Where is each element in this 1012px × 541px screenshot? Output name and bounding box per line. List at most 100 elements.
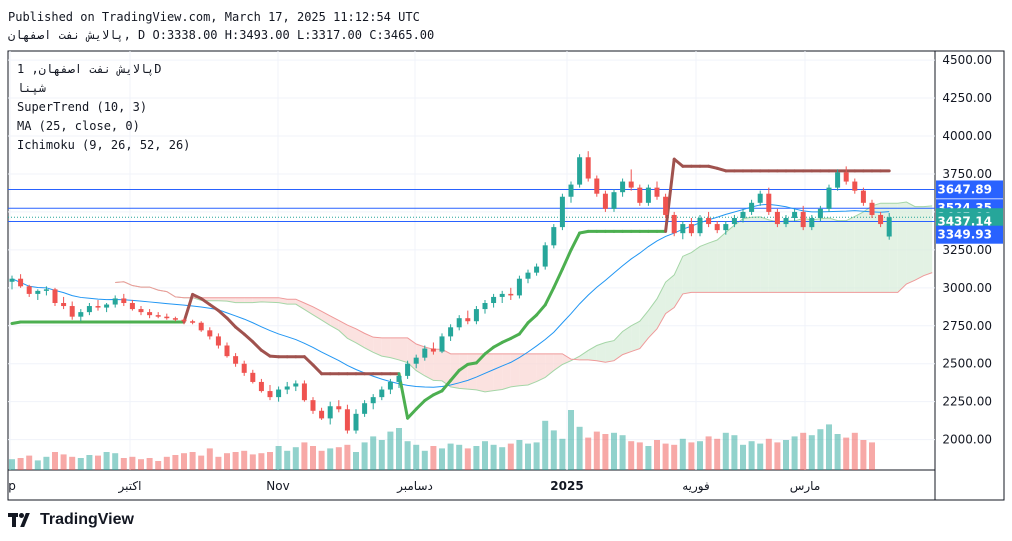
volume-bar [628,441,635,470]
price-tick-label: 2750.00 [942,319,992,333]
volume-bar [765,438,772,470]
candle-body [749,202,755,212]
volume-bar [43,456,50,470]
candle-body [164,316,170,319]
supertrend-segment [474,352,487,365]
ichimoku-cloud-segment [863,205,872,293]
volume-bar [800,432,807,470]
volume-bar [327,448,334,470]
volume-bar [576,426,583,470]
volume-bar [421,450,428,470]
volume-bar [120,458,127,470]
time-tick-label: فوریه [682,479,710,494]
ichimoku-cloud-segment [811,218,821,293]
ichimoku-cloud-segment [829,217,838,293]
candle-body [637,187,643,203]
legend-symbol: پالایش نفت اصفهان, 1D [17,62,162,76]
ichimoku-cloud-segment [768,219,778,293]
tradingview-brand[interactable]: TradingView [8,511,134,529]
price-tick-label: 2250.00 [942,395,992,409]
candle-body [491,296,497,304]
volume-bar [662,443,669,470]
candle-body [241,363,247,373]
candle-body [396,375,402,382]
volume-bar [714,438,721,470]
supertrend-segment [414,399,427,411]
candle-body [645,187,651,203]
volume-bar [542,420,549,470]
ichimoku-cloud-segment [356,328,365,348]
candle-body [224,345,230,357]
supertrend-segment [449,368,461,382]
candle-body [688,224,694,234]
ichimoku-cloud-segment [364,333,374,353]
ichimoku-cloud-segment [287,299,296,305]
volume-bar [138,459,144,470]
volume-bar [292,447,299,470]
price-label-box [936,225,1003,244]
supertrend-segment [242,332,255,344]
ichimoku-cloud-segment [399,337,408,363]
ichimoku-cloud-segment [837,220,847,293]
ichimoku-cloud-segment [605,340,614,363]
volume-bar [430,446,437,470]
candle-body [516,278,522,296]
candle-body [405,363,411,376]
candle-body [52,289,58,304]
candle-body [86,306,92,313]
ichimoku-cloud-segment [631,321,640,352]
volume-bar [774,442,781,470]
candle-body [757,193,763,203]
volume-bar [370,436,377,470]
legend-supertrend[interactable]: SuperTrend (10, 3) [17,100,148,114]
supertrend-segment [406,407,418,420]
ichimoku-cloud-segment [682,252,692,294]
legend-ma[interactable]: MA (25, close, 0) [17,119,140,133]
volume-bar [456,444,463,470]
supertrend-segment [234,325,246,336]
volume-bar [697,441,703,470]
supertrend-segment [302,355,315,367]
candle-body [697,217,703,234]
candle-body [835,172,841,188]
candle-body [663,196,669,215]
price-tick-label: 3250.00 [942,243,992,257]
volume-bar [636,442,643,470]
candle-body [155,315,161,317]
indicator-legend: پالایش نفت اصفهان, 1D شپنا SuperTrend (1… [17,60,190,155]
ichimoku-cloud-segment [639,310,649,349]
candle-body [121,298,127,304]
volume-bar [318,450,325,470]
candle-body [147,312,153,316]
volume-bar [34,460,41,470]
ichimoku-cloud-segment [502,353,511,390]
ichimoku-cloud-segment [545,353,554,378]
volume-bar [344,444,351,470]
ichimoku-cloud-segment [691,246,700,293]
volume-bar [413,444,420,470]
volume-bar [464,448,471,470]
volume-bar [843,437,850,470]
ichimoku-cloud-segment [209,297,219,301]
supertrend-segment [225,316,238,329]
price-tick-label: 2000.00 [942,433,992,447]
legend-ichimoku[interactable]: Ichimoku (9, 26, 52, 26) [17,138,191,152]
ichimoku-cloud-segment [347,325,356,343]
volume-bar [181,453,187,470]
candle-body [129,303,135,310]
candle-body [878,214,884,225]
supertrend-segment [509,332,521,340]
volume-bar [869,442,875,470]
volume-bar [310,446,316,470]
supertrend-segment [423,393,435,403]
ichimoku-cloud-segment [665,274,675,314]
volume-bar [275,446,282,470]
candle-body [671,214,677,234]
candle-body [723,224,729,231]
supertrend-segment [526,313,539,325]
candle-body [344,409,350,431]
candle-body [628,181,634,188]
volume-bar [447,443,454,470]
time-tick-label: 2025 [550,479,583,493]
